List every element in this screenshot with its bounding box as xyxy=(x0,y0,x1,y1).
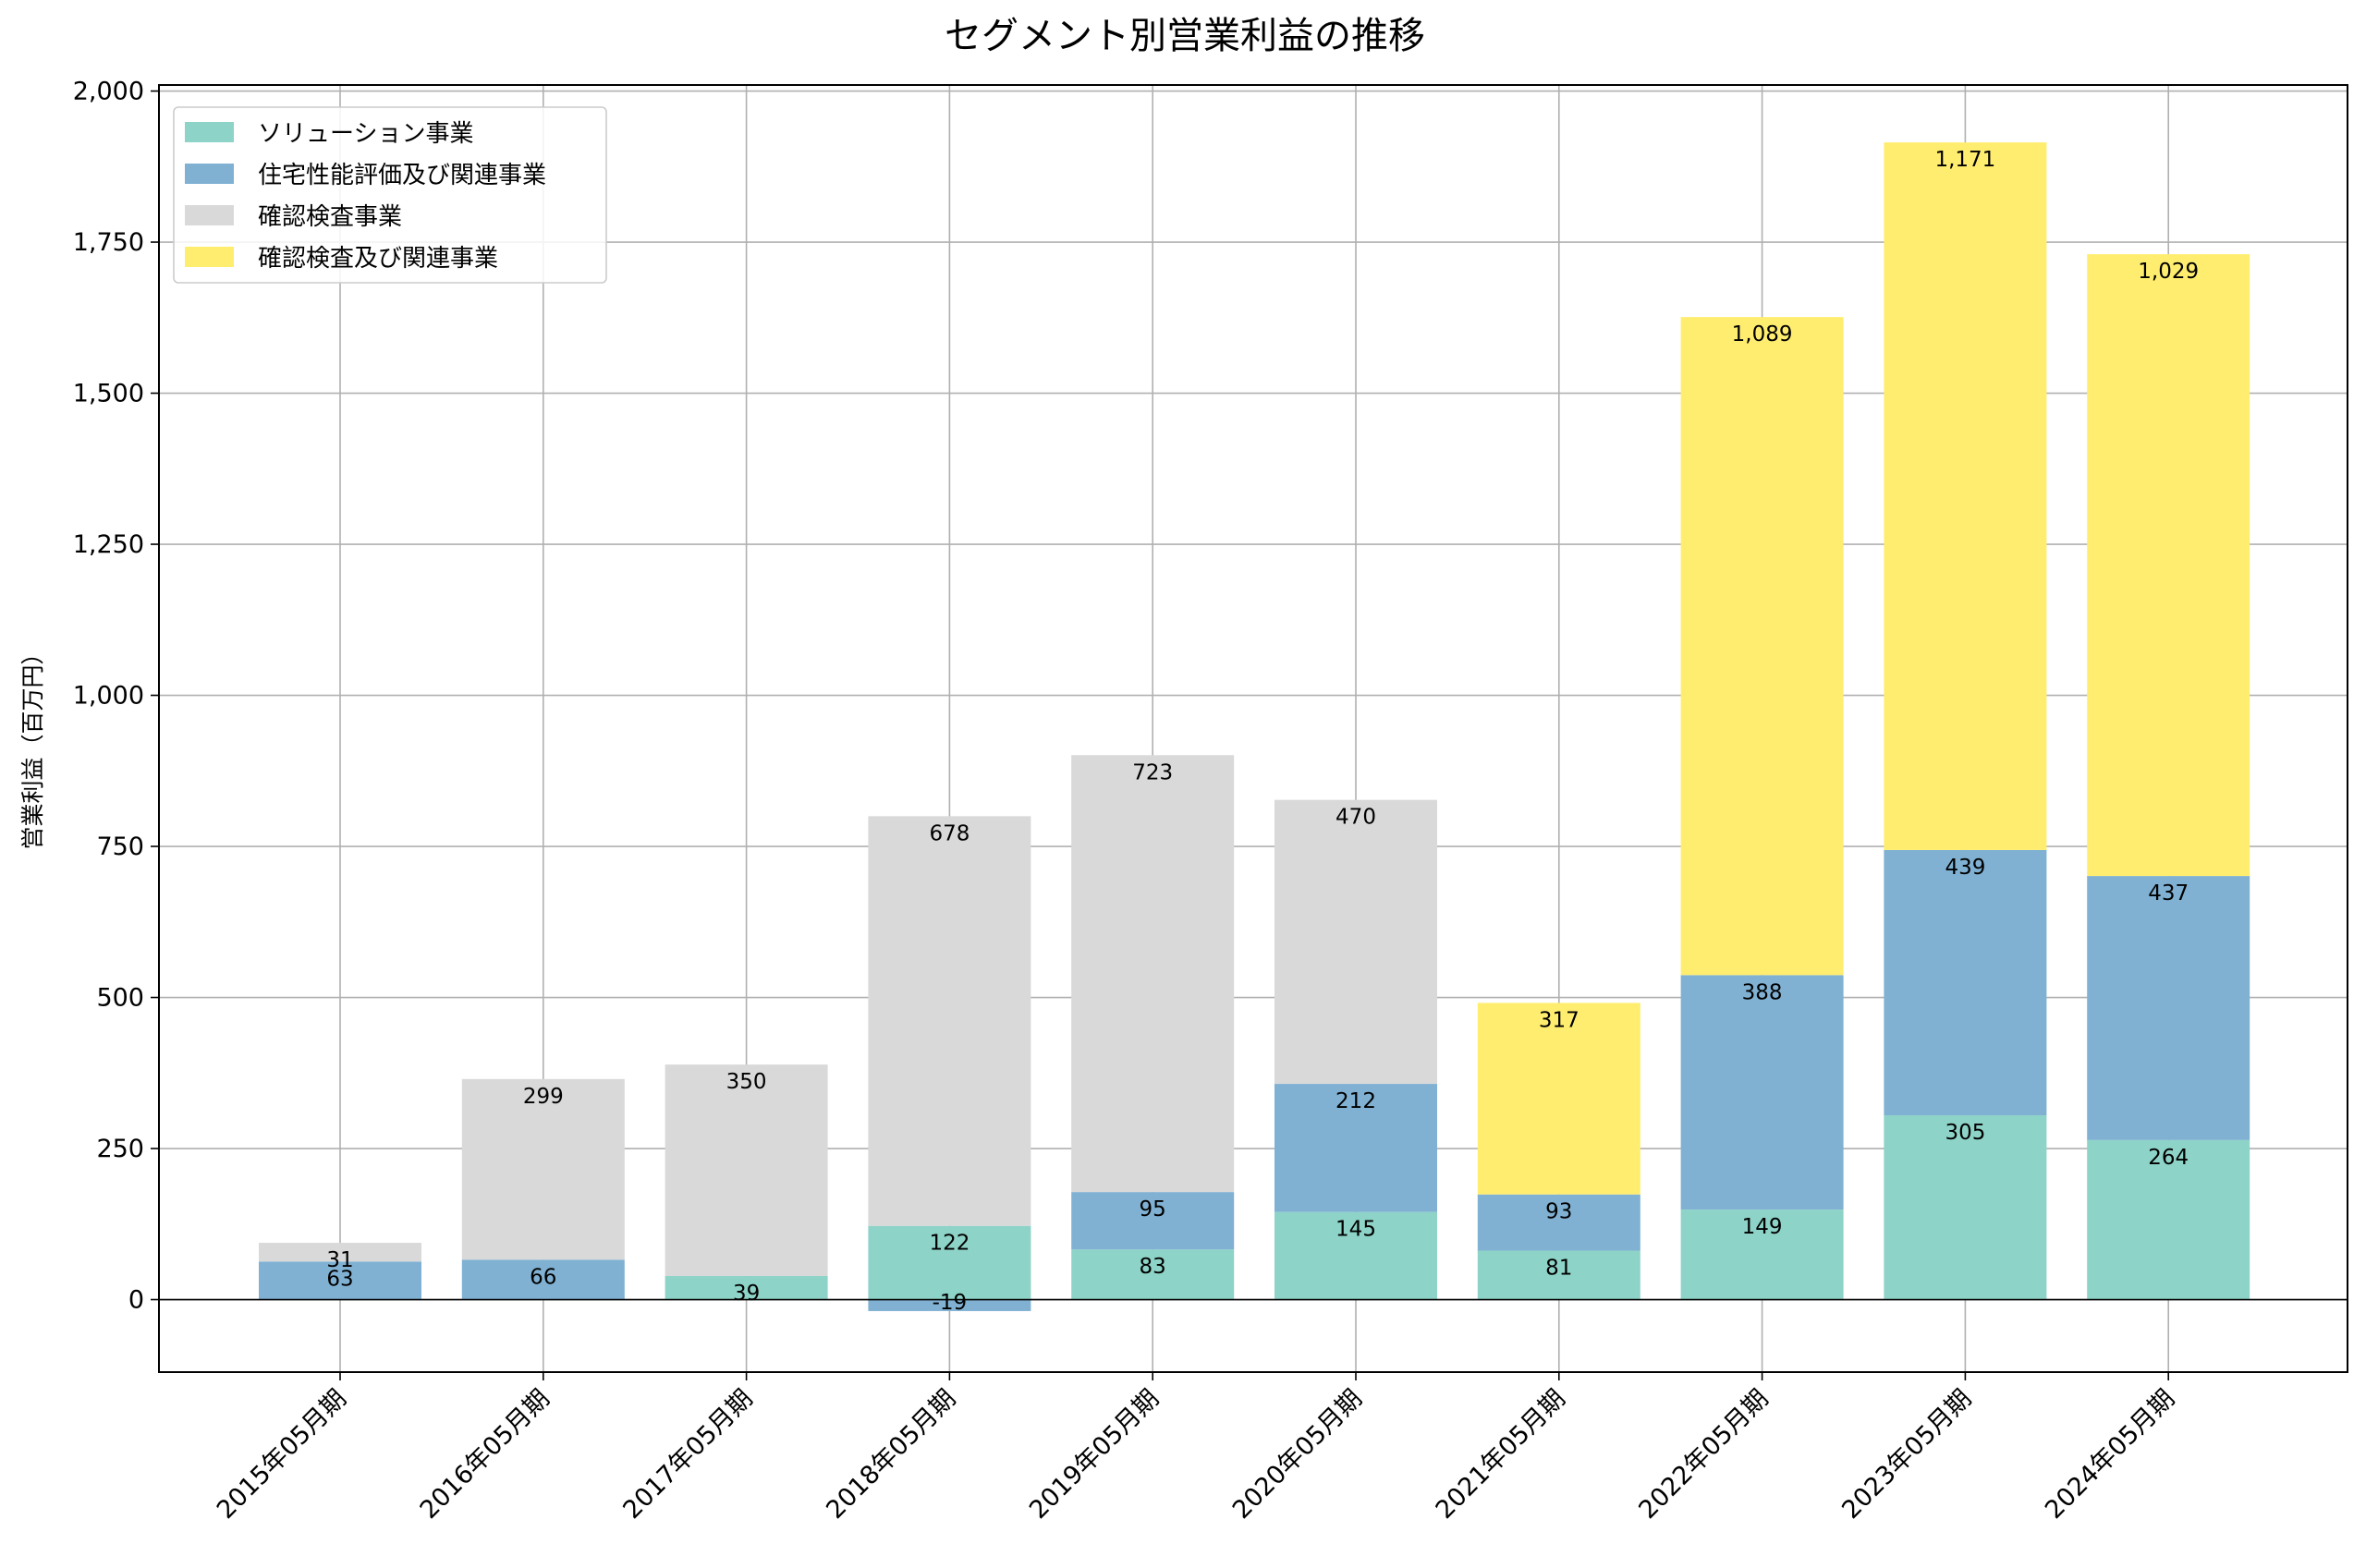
bar-value-label: 31 xyxy=(326,1248,353,1272)
bar-segment xyxy=(1680,317,1844,976)
bar-value-label: 212 xyxy=(1335,1089,1376,1113)
bar-value-label: 1,171 xyxy=(1934,148,1995,172)
bar-value-label: 63 xyxy=(326,1267,353,1291)
y-tick-label: 1,500 xyxy=(73,380,144,408)
y-tick-label: 1,250 xyxy=(73,530,144,559)
y-tick-label: 1,750 xyxy=(73,228,144,257)
bar-value-label: 388 xyxy=(1742,980,1783,1004)
plot-frame xyxy=(158,84,2348,1373)
legend-swatch xyxy=(185,164,234,184)
bar-value-label: 122 xyxy=(929,1232,970,1256)
bar-segment xyxy=(665,1276,828,1300)
legend-label: 確認検査及び関連事業 xyxy=(258,245,498,273)
legend-label: ソリューション事業 xyxy=(258,120,473,148)
y-tick-label: 0 xyxy=(128,1286,144,1315)
bar-segment xyxy=(2087,876,2250,1140)
bar-segment xyxy=(461,1078,625,1260)
bar-value-label: 1,089 xyxy=(1732,322,1793,346)
bar-value-label: 439 xyxy=(1945,856,1985,880)
bar-segment xyxy=(1274,1084,1437,1212)
bar-segment xyxy=(1477,1003,1640,1195)
bar-value-label: 678 xyxy=(929,821,970,845)
bar-value-label: 437 xyxy=(2148,881,2189,906)
x-tick-label: 2020年05月期 xyxy=(1227,1384,1368,1525)
x-tick-label: 2017年05月期 xyxy=(617,1384,758,1525)
bar-value-label: -19 xyxy=(933,1291,968,1315)
bar-segment xyxy=(868,816,1031,1226)
y-tick-label: 2,000 xyxy=(73,78,144,106)
y-tick-label: 1,000 xyxy=(73,682,144,711)
bar-segment xyxy=(259,1261,421,1300)
bar-value-label: 149 xyxy=(1742,1215,1783,1239)
bar-value-label: 95 xyxy=(1140,1197,1166,1222)
y-axis-label: 営業利益（百万円） xyxy=(19,641,46,849)
legend-box xyxy=(173,106,607,284)
bar-value-label: 83 xyxy=(1140,1255,1166,1279)
bar-segment xyxy=(1680,1209,1844,1300)
bar-value-label: 723 xyxy=(1132,760,1173,784)
bar-segment xyxy=(1274,799,1437,1085)
bar-segment xyxy=(1477,1250,1640,1300)
bar-segment xyxy=(1071,1192,1235,1250)
bar-segment xyxy=(1884,849,2047,1116)
bar-segment xyxy=(259,1243,421,1262)
x-tick-label: 2019年05月期 xyxy=(1024,1384,1165,1525)
x-tick-label: 2024年05月期 xyxy=(2040,1384,2180,1525)
bar-segment xyxy=(1071,1249,1235,1300)
bar-segment xyxy=(1071,755,1235,1193)
legend-swatch xyxy=(185,247,234,267)
x-tick-label: 2018年05月期 xyxy=(821,1384,961,1525)
legend-swatch xyxy=(185,122,234,142)
bars xyxy=(259,142,2250,1311)
bar-value-label: 93 xyxy=(1545,1200,1572,1224)
bar-value-label: 66 xyxy=(530,1265,556,1289)
y-tick-label: 500 xyxy=(96,984,144,1013)
x-tick-label: 2016年05月期 xyxy=(415,1384,555,1525)
x-tick-label: 2021年05月期 xyxy=(1431,1384,1571,1525)
bar-value-label: 264 xyxy=(2148,1146,2189,1170)
bar-value-label: 317 xyxy=(1539,1008,1579,1032)
bar-segment xyxy=(2087,254,2250,877)
legend-swatch xyxy=(185,205,234,225)
bar-segment xyxy=(1274,1211,1437,1300)
bar-value-label: 145 xyxy=(1335,1218,1376,1242)
bar-value-label: 299 xyxy=(523,1085,564,1109)
bar-value-label: 470 xyxy=(1335,806,1376,830)
legend-label: 確認検査事業 xyxy=(258,203,402,231)
bar-segment xyxy=(1680,975,1844,1210)
y-tick-label: 750 xyxy=(96,833,144,861)
bar-segment xyxy=(1884,1115,2047,1300)
bar-segment xyxy=(868,1225,1031,1300)
x-tick-label: 2022年05月期 xyxy=(1633,1384,1774,1525)
bar-segment xyxy=(1884,142,2047,850)
bar-segment xyxy=(868,1299,1031,1311)
bar-segment xyxy=(2087,1139,2250,1300)
x-tick-label: 2023年05月期 xyxy=(1836,1384,1977,1525)
legend-label: 住宅性能評価及び関連事業 xyxy=(258,162,546,189)
bar-value-label: 350 xyxy=(726,1070,767,1094)
bar-value-label: 1,029 xyxy=(2138,260,2199,284)
x-tick-label: 2015年05月期 xyxy=(212,1384,352,1525)
bar-segment xyxy=(1477,1194,1640,1251)
bar-segment xyxy=(461,1259,625,1300)
bar-segment xyxy=(665,1064,828,1277)
bar-value-label: 81 xyxy=(1545,1257,1572,1281)
y-tick-label: 250 xyxy=(96,1135,144,1163)
bar-value-label: 39 xyxy=(733,1282,760,1306)
chart-title: セグメント別営業利益の推移 xyxy=(945,15,1425,57)
bar-value-label: 305 xyxy=(1945,1121,1985,1145)
